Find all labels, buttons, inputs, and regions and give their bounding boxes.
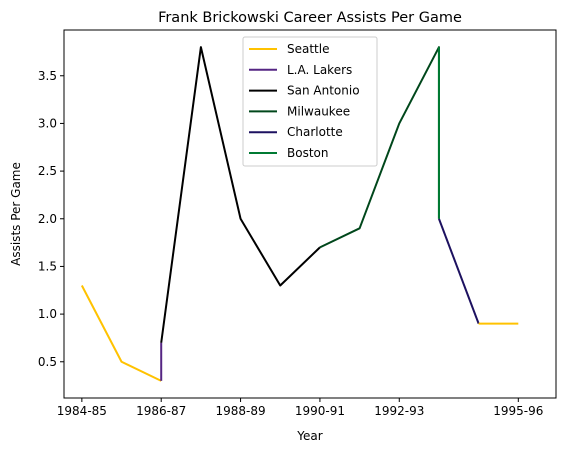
y-tick-label: 1.0: [38, 307, 57, 321]
legend-label-san-antonio: San Antonio: [287, 84, 360, 98]
series-line-seattle-0: [80, 285, 162, 382]
chart-title: Frank Brickowski Career Assists Per Game: [158, 10, 462, 26]
y-tick-label: 2.0: [38, 212, 57, 226]
x-axis-label: Year: [296, 429, 322, 443]
y-tick-label: 3.0: [38, 116, 57, 130]
legend-label-seattle: Seattle: [287, 42, 329, 56]
legend: Seattle L.A. Lakers San Antonio Milwaukee Ch…: [242, 36, 378, 167]
x-tick-label: 1986-87: [136, 404, 186, 418]
legend-label-charlotte: Charlotte: [287, 125, 343, 139]
y-axis: 0.5 1.0 1.5 2.0 2.5 3.0 3.5: [38, 69, 64, 369]
y-axis-label: Assists Per Game: [9, 162, 23, 266]
x-tick-label: 1984-85: [57, 404, 107, 418]
legend-label-l-a-lakers: L.A. Lakers: [287, 63, 352, 77]
x-tick-label: 1988-89: [215, 404, 265, 418]
y-tick-label: 0.5: [38, 355, 57, 369]
series-line-san-antonio-2: [160, 46, 321, 343]
legend-label-milwaukee: Milwaukee: [287, 104, 350, 118]
y-tick-label: 2.5: [38, 164, 57, 178]
legend-label-boston: Boston: [287, 146, 328, 160]
y-tick-label: 1.5: [38, 259, 57, 273]
plot-frame: [63, 29, 557, 399]
x-tick-label: 1990-91: [295, 404, 345, 418]
y-tick-label: 3.5: [38, 69, 57, 83]
series-line-charlotte-4: [438, 218, 480, 324]
series-layer: [80, 46, 519, 382]
x-axis: 1984-85 1986-87 1988-89 1990-91 1992-93 1995-…: [57, 398, 543, 418]
x-tick-label: 1995-96: [493, 404, 543, 418]
x-tick-label: 1992-93: [374, 404, 424, 418]
